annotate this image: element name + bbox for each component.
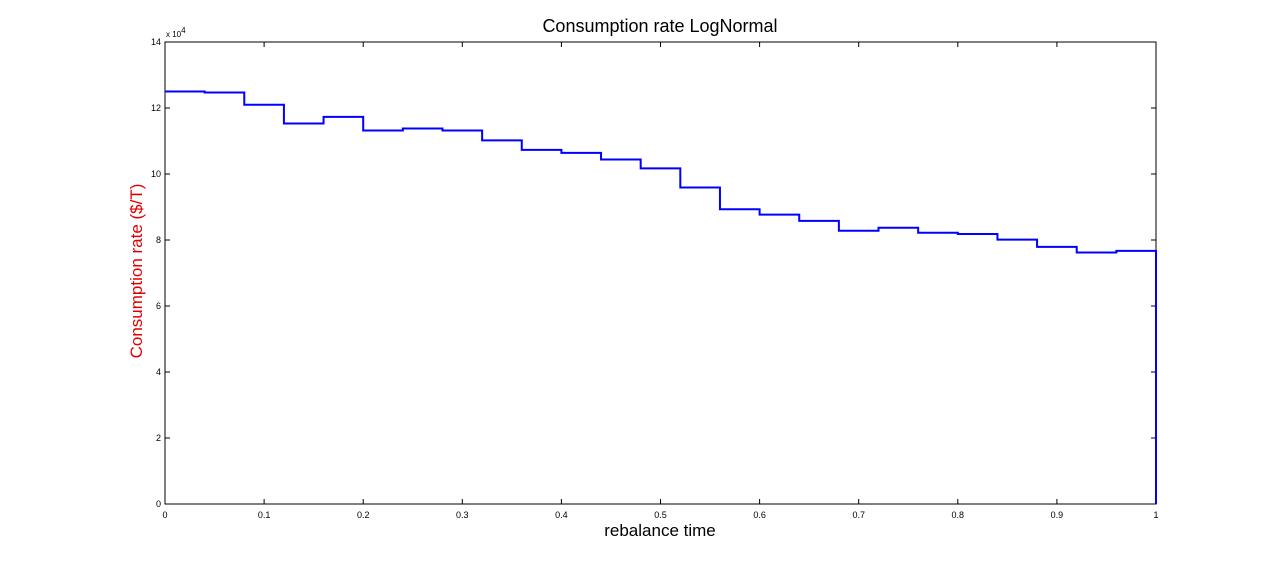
y-multiplier-exponent: 4 <box>181 26 186 35</box>
series-step-line <box>165 90 1157 504</box>
x-tick-label: 0.9 <box>1051 510 1064 520</box>
x-tick-label: 1 <box>1153 510 1158 520</box>
x-tick-label: 0.8 <box>952 510 965 520</box>
x-tick-label: 0.7 <box>852 510 865 520</box>
x-axis-label: rebalance time <box>604 521 716 540</box>
y-tick-label: 8 <box>156 235 161 245</box>
y-tick-label: 4 <box>156 367 161 377</box>
y-tick-label: 14 <box>151 37 161 47</box>
x-tick-label: 0 <box>162 510 167 520</box>
y-axis: 0 2 4 6 8 10 12 14 <box>151 37 1156 509</box>
y-tick-label: 10 <box>151 169 161 179</box>
y-axis-label: Consumption rate ($/T) <box>127 184 146 359</box>
y-tick-label: 12 <box>151 103 161 113</box>
y-tick-label: 6 <box>156 301 161 311</box>
x-tick-label: 0.1 <box>258 510 271 520</box>
x-tick-label: 0.6 <box>753 510 766 520</box>
y-tick-label: 2 <box>156 433 161 443</box>
y-tick-label: 0 <box>156 499 161 509</box>
y-multiplier: x 104 <box>166 26 186 39</box>
chart-title: Consumption rate LogNormal <box>542 16 777 36</box>
x-tick-label: 0.5 <box>654 510 667 520</box>
x-tick-label: 0.4 <box>555 510 568 520</box>
x-axis: 0 0.1 0.2 0.3 0.4 0.5 0.6 0.7 0.8 0.9 1 <box>162 42 1159 520</box>
x-tick-label: 0.2 <box>357 510 370 520</box>
series-layer <box>165 90 1157 504</box>
y-multiplier-label: x 10 <box>166 30 182 39</box>
x-tick-label: 0.3 <box>456 510 469 520</box>
